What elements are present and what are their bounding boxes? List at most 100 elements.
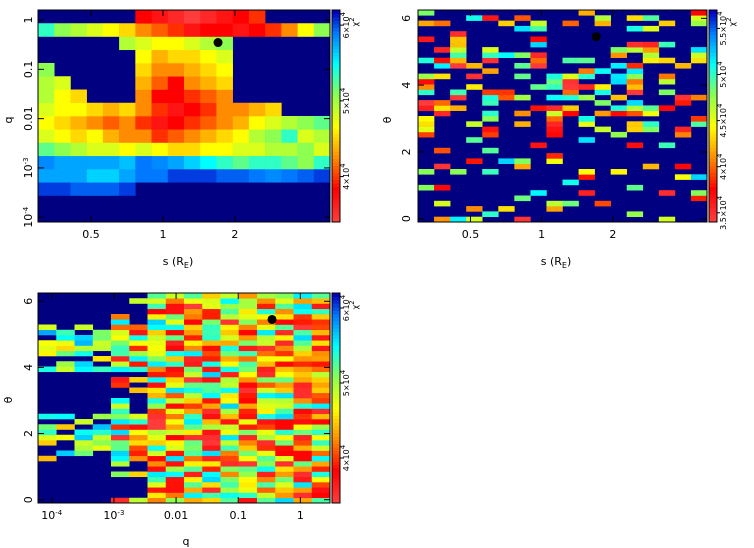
colorbar-segment: [332, 123, 340, 127]
heatmap-cell: [165, 497, 185, 504]
colorbar-segment: [332, 401, 340, 406]
colorbar-segment: [709, 105, 717, 110]
heatmap-cell: [111, 450, 130, 457]
colorbar-segment: [332, 52, 340, 57]
x-tick-label: 1: [159, 228, 166, 241]
heatmap-cell: [184, 450, 203, 457]
colorbar-segment: [709, 20, 717, 25]
colorbar-segment: [332, 475, 340, 479]
colorbar-segment: [332, 197, 340, 202]
heatmap-cell: [147, 497, 167, 504]
heatmap-cell: [293, 419, 313, 425]
heatmap-cell: [111, 382, 130, 388]
heatmap-cell: [238, 440, 258, 446]
heatmap-cell: [311, 361, 331, 367]
heatmap-cell: [658, 57, 676, 64]
colorbar-segment: [332, 38, 340, 43]
heatmap-cell: [238, 487, 258, 493]
heatmap-cell: [238, 324, 258, 331]
colorbar-segment: [709, 77, 717, 82]
heatmap-cell: [275, 387, 294, 394]
heatmap-cell: [238, 387, 258, 394]
heatmap-cell: [111, 361, 130, 367]
heatmap-cell: [202, 371, 221, 378]
colorbar-segment: [332, 373, 340, 378]
heatmap-cell: [202, 350, 221, 357]
heatmap-cell: [275, 487, 294, 493]
heatmap-cell: [135, 142, 152, 157]
heatmap-cell: [562, 57, 579, 64]
heatmap-cell: [450, 57, 467, 64]
heatmap-cell: [184, 419, 203, 425]
heatmap-cell: [220, 413, 240, 420]
heatmap-cell: [466, 15, 483, 21]
heatmap-cell: [184, 413, 203, 420]
heatmap-cell: [38, 155, 55, 170]
heatmap-cell: [311, 408, 331, 415]
heatmap-cell: [610, 73, 628, 80]
heatmap-cell: [257, 308, 276, 315]
heatmap-cell: [257, 492, 276, 499]
heatmap-cell: [313, 129, 331, 143]
heatmap-cell: [220, 487, 240, 493]
heatmap-cell: [202, 440, 221, 446]
heatmap-cell: [311, 445, 331, 451]
heatmap-cell: [38, 440, 57, 446]
heatmap-cell: [530, 41, 547, 48]
heatmap-cell: [514, 73, 531, 80]
heatmap-cell: [184, 23, 201, 37]
heatmap-cell: [562, 94, 579, 101]
heatmap-cell: [642, 163, 660, 170]
heatmap-cell: [418, 126, 435, 133]
heatmap-cell: [202, 387, 221, 394]
heatmap-cell: [257, 408, 276, 415]
heatmap-cell: [311, 382, 331, 388]
y-tick-label: 1: [22, 17, 35, 24]
heatmap-cell: [184, 155, 201, 170]
heatmap-cell: [216, 89, 233, 104]
heatmap-cell: [184, 169, 201, 183]
heatmap-cell: [546, 158, 563, 164]
heatmap-cell: [626, 110, 644, 117]
heatmap-cell: [202, 303, 221, 310]
heatmap-cell: [690, 94, 708, 101]
heatmap-cell: [238, 429, 258, 436]
heatmap-cell: [546, 94, 563, 101]
heatmap-cell: [147, 319, 167, 325]
heatmap-cell: [111, 335, 130, 341]
colorbar-segment: [709, 207, 717, 212]
heatmap-cell: [293, 387, 313, 394]
heatmap-cell: [275, 350, 294, 357]
heatmap-cell: [165, 319, 185, 325]
heatmap-cell: [275, 461, 294, 467]
heatmap-cell: [311, 497, 331, 504]
heatmap-cell: [275, 335, 294, 341]
heatmap-cell: [311, 487, 331, 493]
heatmap-cell: [546, 153, 563, 159]
colorbar-segment: [332, 59, 340, 64]
colorbar-segment: [332, 214, 340, 219]
heatmap-cell: [626, 100, 644, 106]
heatmap-cell: [147, 461, 167, 467]
colorbar-segment: [709, 80, 717, 85]
heatmap-cell: [658, 190, 676, 196]
heatmap-cell: [135, 102, 152, 117]
heatmap-cell: [610, 52, 628, 58]
heatmap-cell: [293, 382, 313, 388]
heatmap-cell: [257, 361, 276, 367]
axis-ticks-theta-vs-s: 0.5 1 2 0 2 4 6: [400, 10, 707, 241]
heatmap-cell: [257, 429, 276, 436]
heatmap-cell: [578, 73, 595, 80]
heatmap-cell: [482, 94, 499, 101]
heatmap-cell: [418, 169, 435, 175]
heatmap-cell: [165, 392, 185, 399]
heatmap-cell: [257, 377, 276, 383]
heatmap-cell: [275, 471, 294, 478]
heatmap-cell: [238, 419, 258, 425]
heatmap-cell: [482, 110, 499, 117]
heatmap-cell: [238, 497, 258, 504]
heatmap-cell: [293, 398, 313, 404]
best-fit-marker-q-vs-s: [213, 38, 223, 48]
heatmap-cell: [238, 303, 258, 310]
heatmap-cell: [257, 392, 276, 399]
